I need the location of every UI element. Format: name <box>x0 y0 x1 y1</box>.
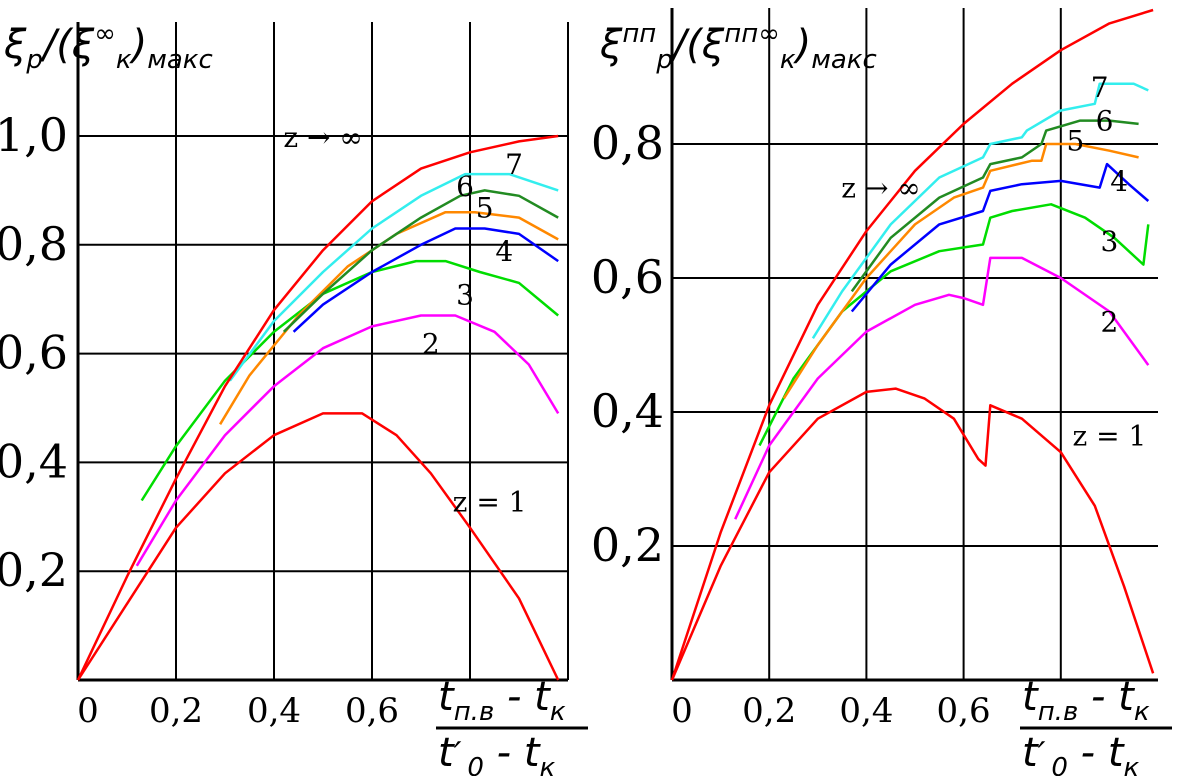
series-label: 6 <box>456 170 474 203</box>
series-label: 2 <box>422 328 440 361</box>
series-line <box>850 119 1139 293</box>
series-line <box>670 387 1155 681</box>
x-tick-label: 0 <box>77 691 99 731</box>
x-axis-title: tп.в - tкt′ 0 - tк <box>436 674 588 776</box>
series-label: z = 1 <box>453 485 527 518</box>
y-axis-title: ξр/(ξ∞к)макс <box>3 19 213 75</box>
y-tick-label: 0,4 <box>0 434 68 488</box>
x-tick-label: 0,6 <box>345 691 399 731</box>
series-line <box>734 256 1150 520</box>
series-line <box>670 8 1154 681</box>
x-tick-label: 0 <box>671 691 693 731</box>
series-label: 4 <box>1110 165 1128 198</box>
y-tick-label: 0,2 <box>0 543 68 597</box>
grid <box>672 8 1158 680</box>
series-line <box>850 162 1150 313</box>
series-label: z = 1 <box>1072 420 1146 453</box>
x-tick-label: 0,4 <box>247 691 301 731</box>
series-line <box>228 172 559 382</box>
series-label: 4 <box>495 235 513 268</box>
series-label: z → ∞ <box>283 121 362 154</box>
x-tick-label: 0,6 <box>937 691 991 731</box>
series-label: 2 <box>1100 306 1118 339</box>
series-line <box>282 189 559 333</box>
x-tick-label: 0,4 <box>839 691 893 731</box>
y-axis-title: ξппр/(ξпп∞к)макс <box>599 19 877 75</box>
series-label: 3 <box>456 279 474 312</box>
x-axis-title: tп.в - tкt′ 0 - tк <box>1020 674 1172 776</box>
y-tick-label: 0,4 <box>591 384 664 438</box>
series-line <box>782 142 1139 400</box>
series-label: 5 <box>1066 125 1084 158</box>
y-tick-label: 0,6 <box>0 326 68 380</box>
x-tick-label: 0,2 <box>742 691 796 731</box>
series-line <box>135 314 560 567</box>
x-tick-label: 0,2 <box>149 691 203 731</box>
grid <box>78 22 569 680</box>
series-line <box>292 227 559 333</box>
series-line <box>758 203 1150 447</box>
x-axis-title-numerator: tп.в - tк <box>1022 674 1150 727</box>
series-label: z → ∞ <box>841 172 920 205</box>
series-line <box>76 134 559 681</box>
x-axis-title-numerator: tп.в - tк <box>438 674 566 727</box>
y-tick-label: 1,0 <box>0 108 68 162</box>
y-tick-label: 0,6 <box>591 250 664 304</box>
series-label: 7 <box>1091 71 1109 104</box>
series-label: 5 <box>476 192 494 225</box>
x-axis-title-denominator: t′ 0 - tк <box>1022 730 1140 776</box>
y-tick-label: 0,8 <box>0 217 68 271</box>
x-axis-title-denominator: t′ 0 - tк <box>438 730 556 776</box>
series-line <box>76 412 560 681</box>
series-label: 7 <box>505 148 523 181</box>
y-tick-label: 0,2 <box>591 518 664 572</box>
series-label: 6 <box>1096 105 1114 138</box>
y-tick-label: 0,8 <box>591 116 664 170</box>
series-line <box>811 82 1149 339</box>
series-label: 3 <box>1100 225 1118 258</box>
